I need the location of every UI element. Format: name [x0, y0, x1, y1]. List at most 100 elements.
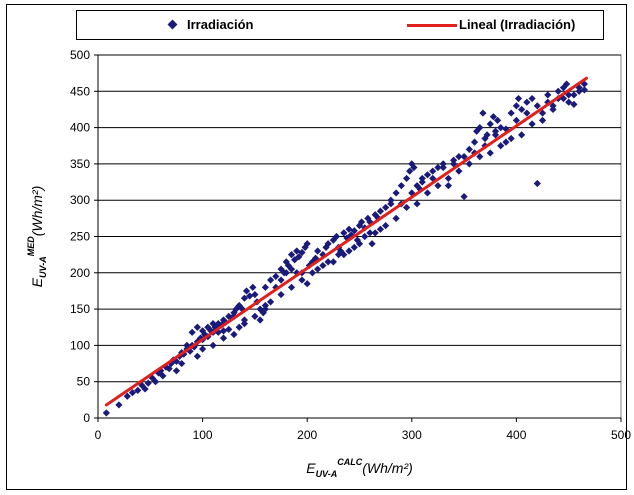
data-point	[387, 200, 395, 208]
data-point	[423, 171, 432, 179]
data-point	[570, 91, 578, 99]
data-point	[518, 131, 526, 139]
data-point	[565, 98, 573, 106]
data-point	[554, 87, 562, 95]
data-point	[406, 167, 414, 175]
data-point	[178, 359, 186, 368]
data-point	[528, 120, 536, 128]
data-point	[460, 153, 468, 161]
data-point	[340, 229, 348, 237]
data-point	[473, 127, 481, 135]
data-point	[193, 352, 201, 360]
legend-label-irradiacion: Irradiación	[187, 17, 254, 32]
data-point	[434, 182, 442, 190]
data-point	[565, 91, 573, 99]
data-point	[355, 240, 364, 248]
y-tick-label: 500	[70, 48, 90, 62]
data-point	[549, 105, 557, 114]
data-point	[347, 231, 355, 239]
data-point	[277, 265, 285, 273]
data-point	[151, 378, 160, 386]
data-point	[284, 261, 292, 270]
trendline	[104, 76, 588, 407]
data-point	[295, 253, 303, 261]
data-point	[502, 138, 510, 146]
data-point	[235, 323, 243, 331]
data-point	[159, 372, 167, 380]
data-point	[319, 261, 327, 270]
data-point	[575, 87, 583, 95]
data-points	[102, 80, 588, 417]
data-point	[408, 189, 416, 197]
data-point	[246, 292, 254, 300]
data-point	[199, 327, 207, 335]
y-tick-label: 450	[70, 84, 90, 98]
data-point	[387, 196, 395, 204]
data-point	[308, 269, 317, 277]
axes: 0 50 100 150 200 250 300 350 400 450 500 0 100 200 300…	[70, 48, 631, 442]
data-point	[366, 218, 374, 226]
data-point	[230, 309, 238, 317]
data-point	[219, 316, 228, 324]
data-point	[486, 120, 494, 128]
data-point	[514, 94, 523, 103]
data-point	[238, 305, 246, 313]
y-axis-title: EUV-AMED(Wh/m²)	[26, 186, 48, 288]
data-point	[350, 227, 358, 235]
data-point	[575, 84, 583, 92]
data-point	[214, 328, 222, 336]
x-tick-label: 200	[297, 428, 317, 442]
data-point	[518, 105, 526, 114]
data-point	[204, 323, 212, 331]
data-point	[450, 156, 458, 164]
data-point	[418, 178, 426, 186]
data-point	[368, 240, 376, 248]
data-point	[361, 232, 369, 241]
x-tick-label: 400	[506, 428, 526, 442]
data-point	[413, 200, 421, 208]
data-point	[397, 182, 405, 190]
data-point	[287, 283, 296, 291]
data-point	[489, 113, 497, 121]
data-point	[251, 312, 259, 320]
data-point	[580, 80, 588, 88]
data-point	[382, 203, 390, 212]
data-point	[470, 138, 479, 146]
data-point	[512, 116, 520, 124]
y-tick-label: 150	[70, 302, 90, 316]
x-tick-label: 100	[193, 428, 213, 442]
data-point	[193, 323, 201, 331]
data-point	[102, 409, 110, 417]
data-point	[491, 127, 500, 135]
data-point	[266, 276, 275, 284]
data-point	[319, 251, 327, 259]
data-point	[303, 280, 311, 288]
data-point	[416, 185, 424, 193]
data-point	[460, 192, 468, 201]
data-point	[439, 160, 447, 168]
y-tick-label: 50	[77, 375, 91, 389]
data-point	[144, 379, 152, 387]
data-point	[340, 251, 348, 259]
data-point	[123, 392, 131, 400]
data-point	[287, 251, 296, 259]
data-point	[497, 124, 505, 132]
data-point	[115, 401, 123, 409]
data-point	[371, 229, 379, 237]
data-point	[533, 102, 541, 110]
data-point	[188, 328, 196, 336]
data-point	[287, 265, 296, 273]
data-point	[523, 109, 531, 117]
data-point	[240, 320, 249, 328]
data-point	[183, 341, 191, 349]
data-point	[493, 116, 502, 124]
data-point	[303, 240, 311, 248]
y-tick-label: 100	[70, 338, 90, 352]
y-tick-label: 250	[70, 230, 90, 244]
data-point	[301, 243, 309, 251]
data-point	[261, 283, 269, 291]
data-point	[410, 163, 418, 172]
data-point	[392, 189, 400, 197]
data-point	[293, 247, 301, 255]
